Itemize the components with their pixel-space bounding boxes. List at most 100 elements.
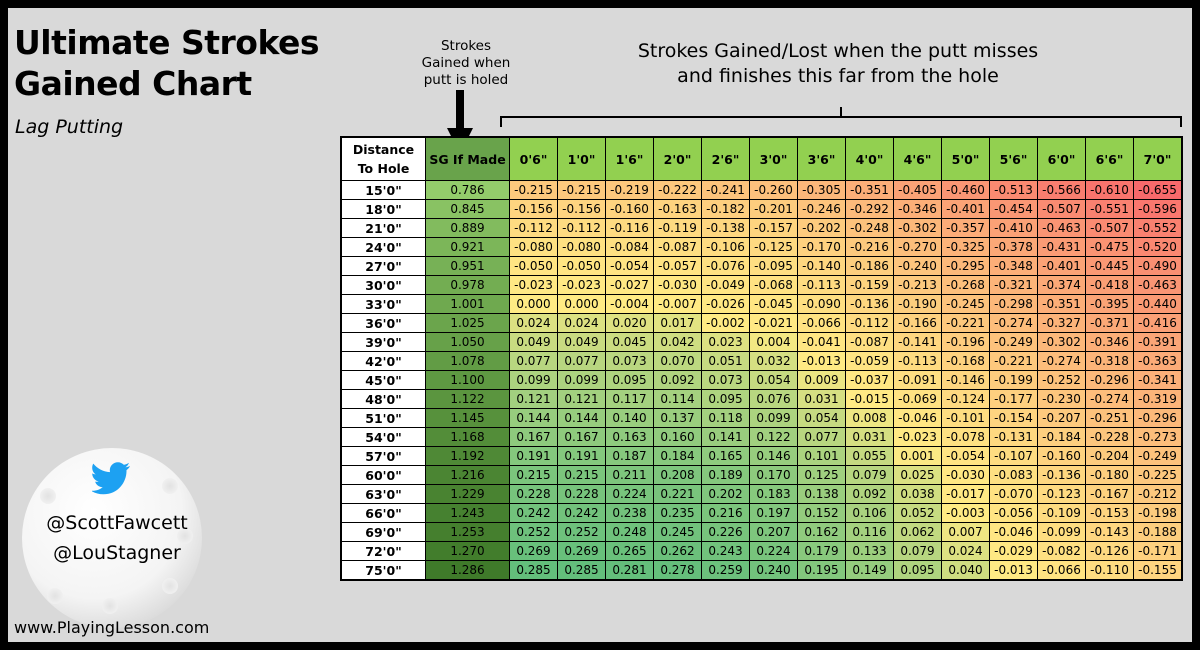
miss-value-cell: 0.137 xyxy=(653,408,702,428)
miss-value-cell: -0.248 xyxy=(845,218,894,238)
miss-value-cell: -0.041 xyxy=(797,332,846,352)
miss-value-cell: -0.087 xyxy=(845,332,894,352)
miss-value-cell: 0.077 xyxy=(509,351,558,371)
miss-value-cell: -0.023 xyxy=(893,427,942,447)
miss-value-cell: 0.191 xyxy=(509,446,558,466)
miss-value-cell: -0.260 xyxy=(749,180,798,200)
miss-column-header: 0'6" xyxy=(509,136,558,181)
miss-value-cell: -0.112 xyxy=(557,218,606,238)
miss-value-cell: -0.270 xyxy=(893,237,942,257)
miss-value-cell: -0.154 xyxy=(989,408,1038,428)
miss-value-cell: 0.125 xyxy=(797,465,846,485)
miss-value-cell: -0.112 xyxy=(845,313,894,333)
miss-value-cell: -0.087 xyxy=(653,237,702,257)
distance-cell: 33'0" xyxy=(340,294,426,314)
miss-value-cell: -0.124 xyxy=(941,389,990,409)
miss-value-cell: 0.045 xyxy=(605,332,654,352)
miss-value-cell: 0.023 xyxy=(701,332,750,352)
miss-value-cell: -0.066 xyxy=(1037,560,1086,581)
miss-value-cell: 0.163 xyxy=(605,427,654,447)
miss-value-cell: -0.351 xyxy=(845,180,894,200)
made-value-cell: 1.286 xyxy=(425,560,510,581)
miss-value-cell: -0.551 xyxy=(1085,199,1134,219)
twitter-handle-2[interactable]: @LouStagner xyxy=(53,542,181,564)
miss-value-cell: -0.222 xyxy=(653,180,702,200)
miss-columns-note: Strokes Gained/Lost when the putt misses… xyxy=(608,39,1068,89)
miss-value-cell: -0.186 xyxy=(845,256,894,276)
miss-value-cell: -0.463 xyxy=(1133,275,1183,295)
miss-value-cell: 0.224 xyxy=(605,484,654,504)
miss-value-cell: -0.136 xyxy=(1037,465,1086,485)
miss-column-header: 2'6" xyxy=(701,136,750,181)
made-note-line-1: Strokes xyxy=(440,38,492,54)
miss-value-cell: -0.078 xyxy=(941,427,990,447)
miss-value-cell: -0.346 xyxy=(1085,332,1134,352)
miss-value-cell: -0.566 xyxy=(1037,180,1086,200)
miss-value-cell: 0.281 xyxy=(605,560,654,581)
miss-value-cell: 0.004 xyxy=(749,332,798,352)
miss-value-cell: -0.099 xyxy=(1037,522,1086,542)
miss-value-cell: -0.027 xyxy=(605,275,654,295)
miss-value-cell: 0.259 xyxy=(701,560,750,581)
miss-note-line-1: Strokes Gained/Lost when the putt misses xyxy=(637,40,1039,62)
miss-value-cell: -0.170 xyxy=(797,237,846,257)
miss-value-cell: -0.095 xyxy=(749,256,798,276)
miss-value-cell: -0.030 xyxy=(941,465,990,485)
table-row: 21'0" 0.889 -0.112 -0.112 -0.116 -0.119 -0.138… xyxy=(340,218,1183,238)
miss-note-line-2: and finishes this far from the hole xyxy=(677,65,999,87)
miss-value-cell: -0.401 xyxy=(941,199,990,219)
distance-cell: 75'0" xyxy=(340,560,426,581)
miss-value-cell: -0.199 xyxy=(989,370,1038,390)
miss-value-cell: 0.032 xyxy=(749,351,798,371)
twitter-handle-1[interactable]: @ScottFawcett xyxy=(46,512,188,534)
miss-value-cell: -0.221 xyxy=(989,351,1038,371)
dimple xyxy=(102,598,118,614)
miss-value-cell: -0.157 xyxy=(749,218,798,238)
miss-value-cell: 0.269 xyxy=(509,541,558,561)
made-value-cell: 0.845 xyxy=(425,199,510,219)
miss-value-cell: -0.046 xyxy=(893,408,942,428)
table-row: 30'0" 0.978 -0.023 -0.023 -0.027 -0.030 -0.049… xyxy=(340,275,1183,295)
miss-value-cell: -0.431 xyxy=(1037,237,1086,257)
miss-value-cell: 0.278 xyxy=(653,560,702,581)
distance-cell: 60'0" xyxy=(340,465,426,485)
miss-value-cell: 0.024 xyxy=(509,313,558,333)
miss-value-cell: 0.073 xyxy=(701,370,750,390)
miss-value-cell: -0.119 xyxy=(653,218,702,238)
made-value-cell: 1.168 xyxy=(425,427,510,447)
miss-value-cell: -0.251 xyxy=(1085,408,1134,428)
distance-cell: 42'0" xyxy=(340,351,426,371)
miss-value-cell: -0.204 xyxy=(1085,446,1134,466)
miss-value-cell: 0.077 xyxy=(797,427,846,447)
miss-value-cell: -0.037 xyxy=(845,370,894,390)
miss-value-cell: -0.090 xyxy=(797,294,846,314)
miss-value-cell: 0.054 xyxy=(749,370,798,390)
miss-value-cell: -0.274 xyxy=(1085,389,1134,409)
table-row: 51'0" 1.145 0.144 0.144 0.140 0.137 0.118 0.099… xyxy=(340,408,1183,428)
miss-value-cell: -0.125 xyxy=(749,237,798,257)
miss-value-cell: -0.023 xyxy=(557,275,606,295)
miss-value-cell: 0.040 xyxy=(941,560,990,581)
website-link[interactable]: www.PlayingLesson.com xyxy=(14,618,210,637)
distance-cell: 39'0" xyxy=(340,332,426,352)
miss-value-cell: 0.165 xyxy=(701,446,750,466)
miss-column-header: 3'0" xyxy=(749,136,798,181)
miss-value-cell: -0.045 xyxy=(749,294,798,314)
made-value-cell: 1.100 xyxy=(425,370,510,390)
made-header: SG If Made xyxy=(425,136,510,181)
distance-cell: 72'0" xyxy=(340,541,426,561)
miss-value-cell: -0.054 xyxy=(605,256,654,276)
miss-value-cell: -0.083 xyxy=(989,465,1038,485)
miss-value-cell: 0.073 xyxy=(605,351,654,371)
miss-value-cell: 0.242 xyxy=(509,503,558,523)
made-value-cell: 1.050 xyxy=(425,332,510,352)
miss-value-cell: -0.004 xyxy=(605,294,654,314)
table-row: 75'0" 1.286 0.285 0.285 0.281 0.278 0.259 0.240… xyxy=(340,560,1183,581)
miss-value-cell: -0.013 xyxy=(989,560,1038,581)
dimple xyxy=(162,578,178,594)
table-row: 48'0" 1.122 0.121 0.121 0.117 0.114 0.095 0.076… xyxy=(340,389,1183,409)
miss-value-cell: -0.177 xyxy=(989,389,1038,409)
miss-value-cell: -0.241 xyxy=(701,180,750,200)
made-value-cell: 0.889 xyxy=(425,218,510,238)
made-value-cell: 0.921 xyxy=(425,237,510,257)
